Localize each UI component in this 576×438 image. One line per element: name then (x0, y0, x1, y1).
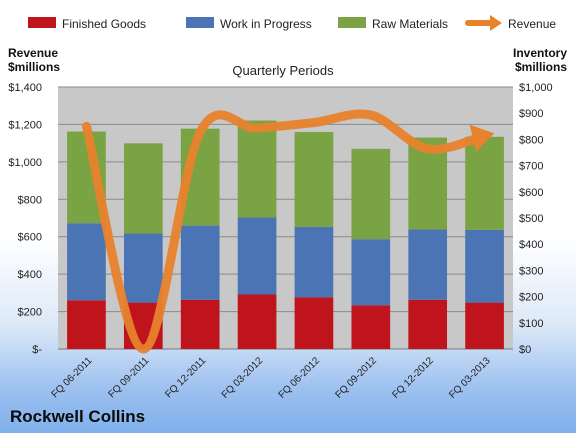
legend-swatch-finished-goods (28, 17, 56, 28)
bar-work-in-progress (295, 227, 334, 297)
legend: Finished Goods Work in Progress Raw Materi… (28, 15, 556, 31)
category-tick-label: FQ 09-2011 (106, 355, 151, 400)
chart-title: Quarterly Periods (232, 63, 334, 78)
legend-label: Work in Progress (220, 17, 312, 31)
left-tick-label: $600 (18, 232, 42, 244)
right-axis-title-line1: Inventory (513, 46, 567, 60)
bar-work-in-progress (67, 223, 106, 300)
bar-work-in-progress (181, 226, 220, 300)
category-tick-label: FQ 03-2012 (220, 355, 266, 401)
left-tick-label: $1,000 (8, 157, 42, 169)
bar-finished-goods (238, 295, 277, 349)
right-tick-label: $100 (519, 318, 543, 330)
category-tick-label: FQ 06-2012 (277, 355, 323, 401)
bar-work-in-progress (124, 233, 163, 302)
category-tick-label: FQ 09-2012 (333, 355, 379, 401)
legend-swatch-raw-materials (338, 17, 366, 28)
left-tick-label: $1,200 (8, 119, 42, 131)
left-tick-label: $800 (18, 194, 42, 206)
right-axis-title-line2: $millions (515, 60, 567, 74)
right-tick-label: $0 (519, 344, 531, 356)
category-tick-label: FQ 12-2012 (390, 355, 436, 401)
right-axis-ticks: $0 $100 $200 $300 $400 $500 $600 $700 $800 $900 $1… (519, 82, 553, 356)
legend-label: Revenue (508, 17, 556, 31)
left-tick-label: $200 (18, 307, 42, 319)
bar-work-in-progress (351, 239, 390, 305)
legend-label: Finished Goods (62, 17, 146, 31)
bar-raw-materials (351, 149, 390, 239)
right-tick-label: $500 (519, 213, 543, 225)
right-tick-label: $400 (519, 239, 543, 251)
category-tick-label: FQ 12-2011 (163, 355, 208, 400)
right-tick-label: $1,000 (519, 82, 553, 94)
category-tick-label: FQ 03-2013 (447, 355, 493, 401)
right-tick-label: $900 (519, 108, 543, 120)
left-axis-title-line2: $millions (8, 60, 60, 74)
legend-label: Raw Materials (372, 17, 448, 31)
left-tick-label: $- (32, 344, 42, 356)
bar-finished-goods (408, 300, 447, 349)
bar-work-in-progress (238, 217, 277, 294)
bar-work-in-progress (408, 230, 447, 300)
left-tick-label: $1,400 (8, 82, 42, 94)
company-name: Rockwell Collins (10, 407, 145, 426)
right-tick-label: $800 (519, 134, 543, 146)
bar-finished-goods (67, 300, 106, 349)
bar-raw-materials (238, 121, 277, 218)
right-tick-label: $200 (519, 292, 543, 304)
bar-finished-goods (351, 305, 390, 349)
right-tick-label: $600 (519, 187, 543, 199)
left-axis-title-line1: Revenue (8, 46, 58, 60)
bar-raw-materials (124, 143, 163, 233)
bar-work-in-progress (465, 230, 504, 303)
left-axis-ticks: $- $200 $400 $600 $800 $1,000 $1,200 $1,400 (8, 82, 42, 356)
bar-raw-materials (295, 132, 334, 227)
legend-swatch-work-in-progress (186, 17, 214, 28)
bar-finished-goods (295, 297, 334, 349)
right-tick-label: $700 (519, 161, 543, 173)
right-tick-label: $300 (519, 265, 543, 277)
bar-finished-goods (181, 300, 220, 349)
bar-raw-materials (465, 137, 504, 230)
bar-finished-goods (465, 303, 504, 349)
left-tick-label: $400 (18, 269, 42, 281)
category-tick-label: FQ 06-2011 (50, 355, 95, 400)
legend-swatch-arrowhead (490, 15, 502, 31)
